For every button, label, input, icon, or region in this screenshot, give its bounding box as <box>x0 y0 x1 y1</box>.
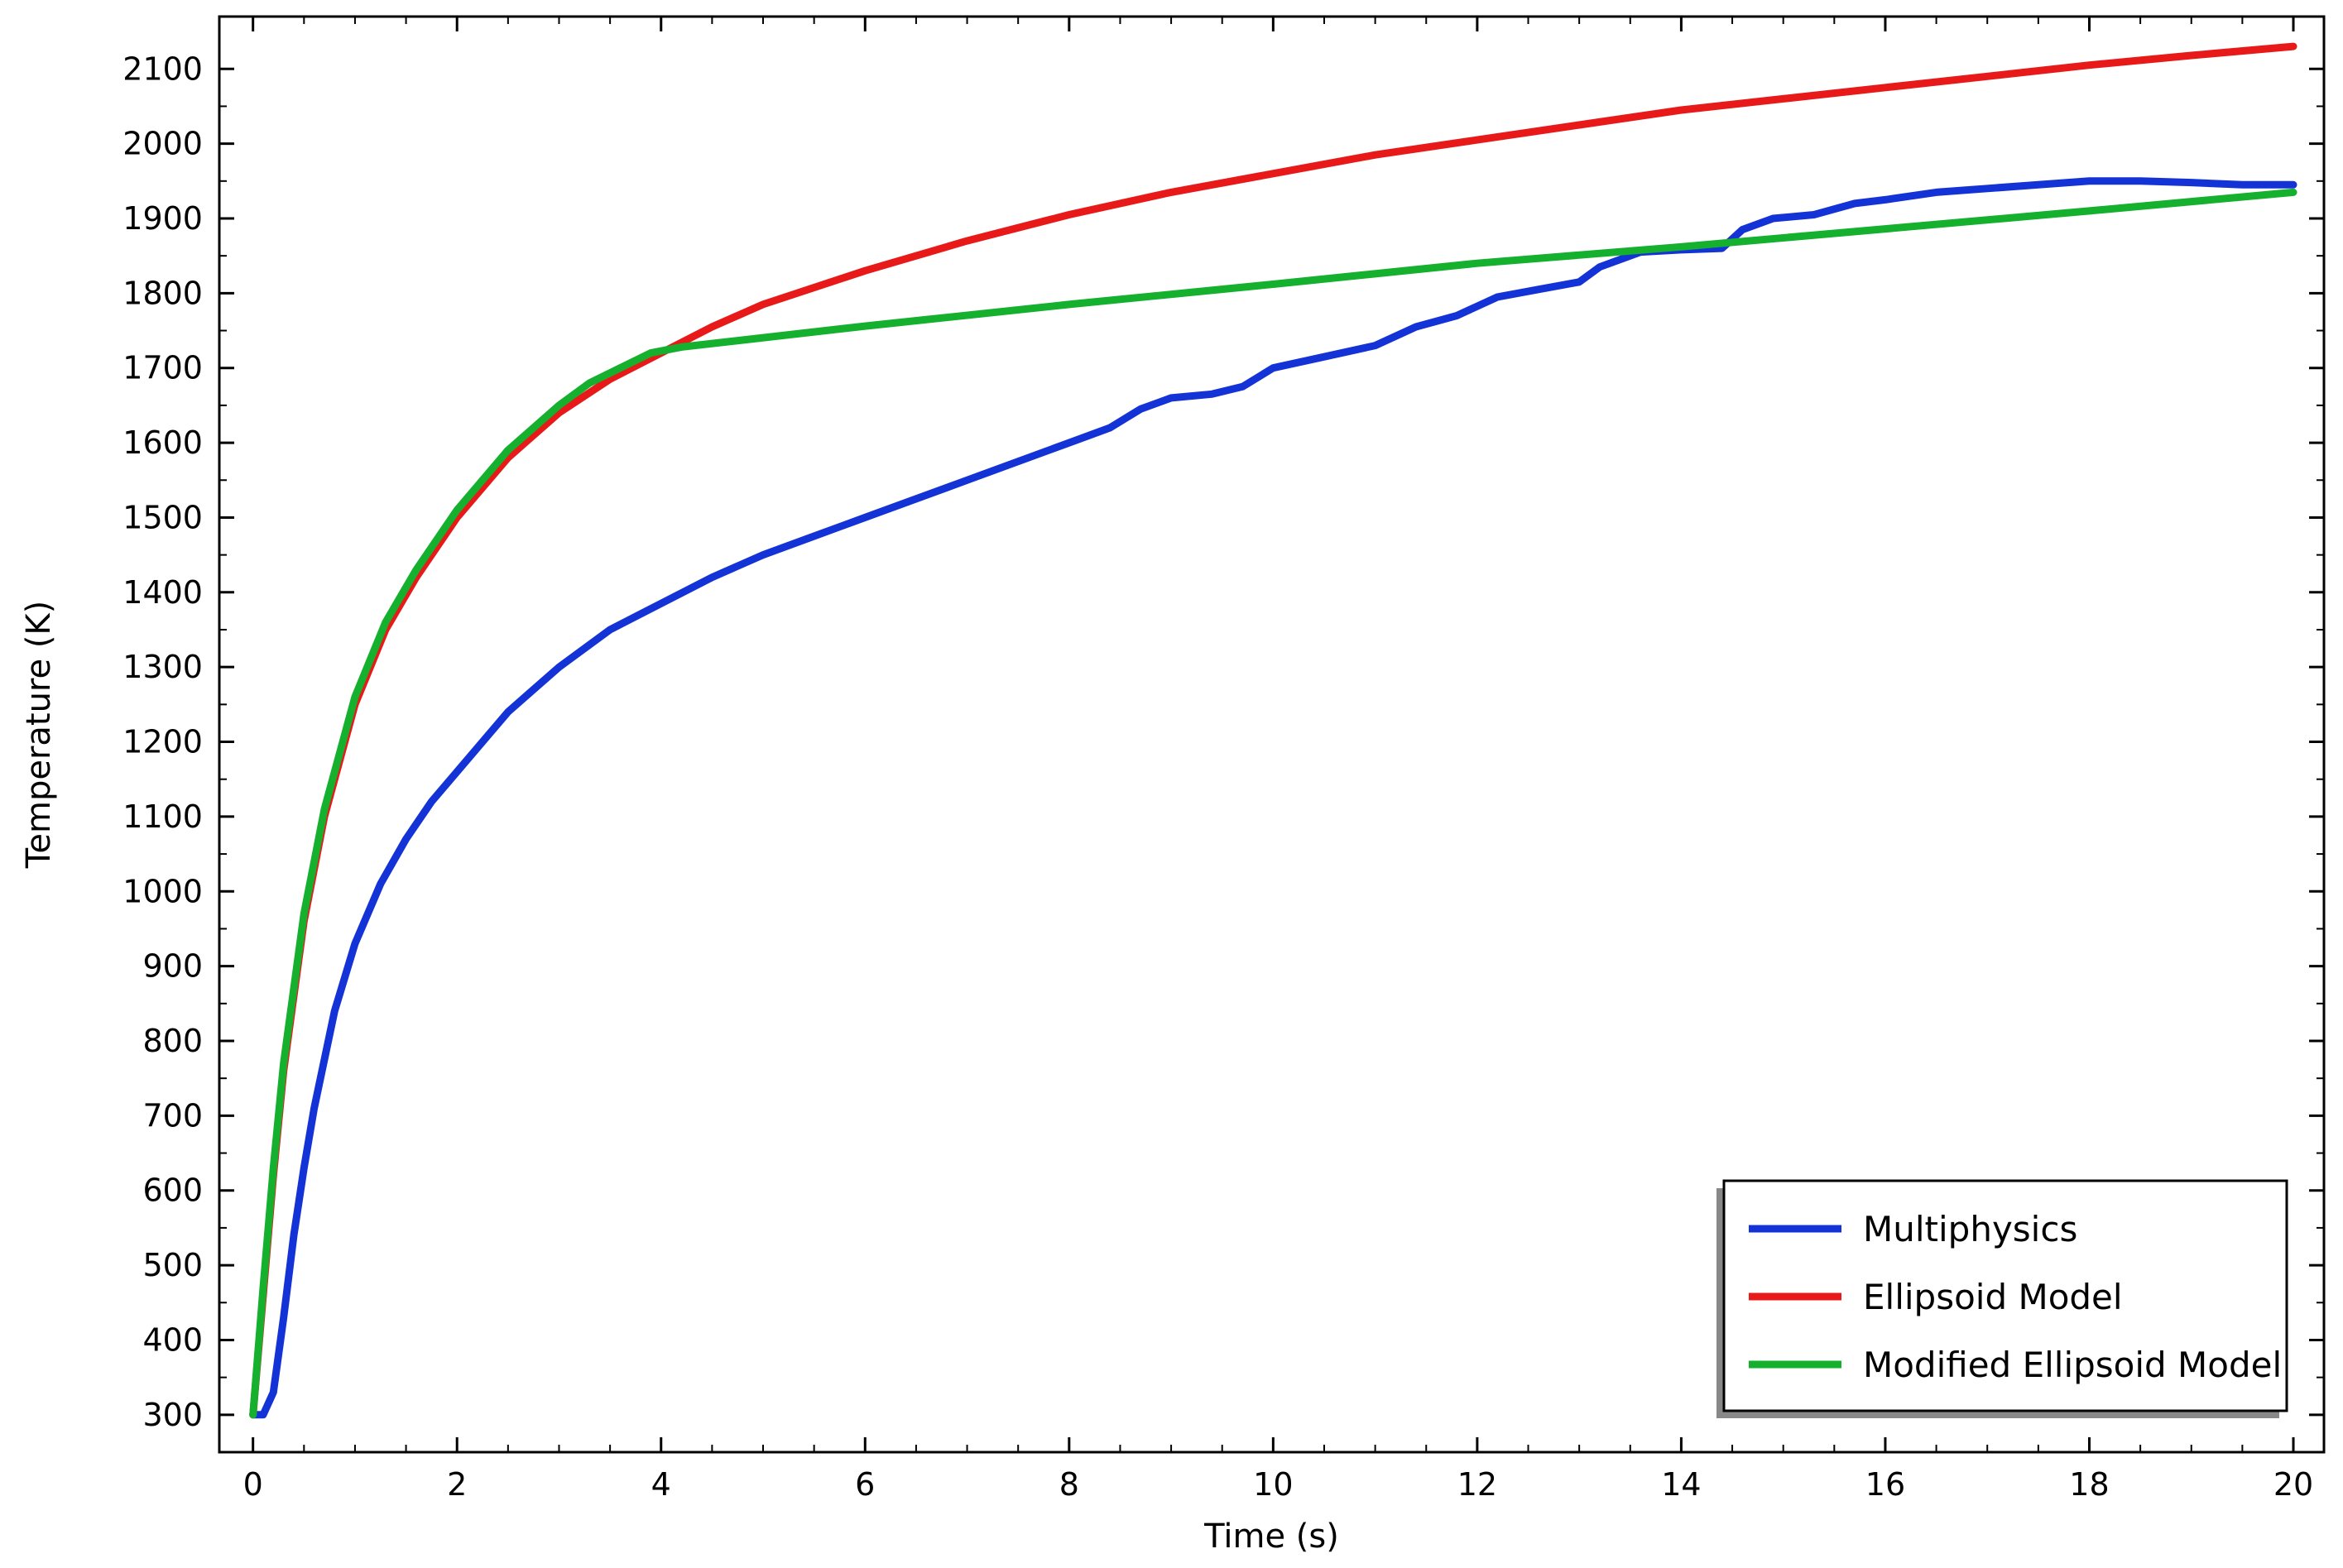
x-tick-label: 10 <box>1253 1466 1293 1503</box>
series-line-multiphysics <box>249 177 2297 1419</box>
x-axis-title: Time (s) <box>1203 1518 1339 1556</box>
x-tick-label: 20 <box>2273 1466 2313 1503</box>
y-tick-label: 1700 <box>122 350 203 386</box>
y-tick-label: 700 <box>142 1097 203 1134</box>
series-layer <box>249 42 2297 1419</box>
y-axis-ticks: 300 400 500 600 700 800 900 1000 1100 1200 1300 140… <box>122 50 2324 1433</box>
y-tick-label: 1200 <box>122 724 203 760</box>
y-tick-label: 1300 <box>122 649 203 685</box>
plot-frame <box>218 15 2326 1454</box>
y-tick-label: 1400 <box>122 574 203 611</box>
x-tick-label: 0 <box>243 1466 263 1503</box>
x-tick-label: 14 <box>1661 1466 1701 1503</box>
legend-label-ellipsoid-model: Ellipsoid Model <box>1863 1277 2123 1317</box>
x-tick-label: 8 <box>1059 1466 1079 1503</box>
x-tick-label: 16 <box>1865 1466 1905 1503</box>
y-tick-label: 800 <box>142 1023 203 1059</box>
y-tick-label: 1600 <box>122 424 203 461</box>
y-tick-label: 1100 <box>122 798 203 835</box>
x-tick-label: 4 <box>651 1466 671 1503</box>
y-tick-label: 1900 <box>122 200 203 237</box>
y-tick-label: 1500 <box>122 499 203 535</box>
y-tick-label: 1800 <box>122 275 203 311</box>
x-tick-label: 6 <box>855 1466 875 1503</box>
x-tick-label: 2 <box>447 1466 467 1503</box>
x-axis-ticks: 0 2 4 6 8 10 12 14 16 18 20 <box>243 17 2313 1503</box>
y-tick-label: 900 <box>142 948 203 985</box>
y-tick-label: 300 <box>142 1397 203 1433</box>
y-tick-label: 500 <box>142 1247 203 1283</box>
y-tick-label: 2000 <box>122 126 203 162</box>
legend-items: Multiphysics Ellipsoid Model Modified Elli… <box>1749 1209 2282 1385</box>
legend-label-multiphysics: Multiphysics <box>1863 1209 2077 1249</box>
x-tick-label: 18 <box>2069 1466 2109 1503</box>
y-tick-label: 600 <box>142 1172 203 1209</box>
legend-label-modified-ellipsoid-model: Modified Ellipsoid Model <box>1863 1345 2282 1385</box>
legend: Multiphysics Ellipsoid Model Modified Elli… <box>1716 1179 2288 1418</box>
y-axis-title: Temperature (K) <box>20 601 58 870</box>
y-tick-label: 2100 <box>122 50 203 87</box>
y-tick-label: 400 <box>142 1321 203 1358</box>
series-line-modified-ellipsoid-model <box>249 188 2297 1419</box>
y-tick-label: 1000 <box>122 873 203 909</box>
x-tick-label: 12 <box>1457 1466 1497 1503</box>
